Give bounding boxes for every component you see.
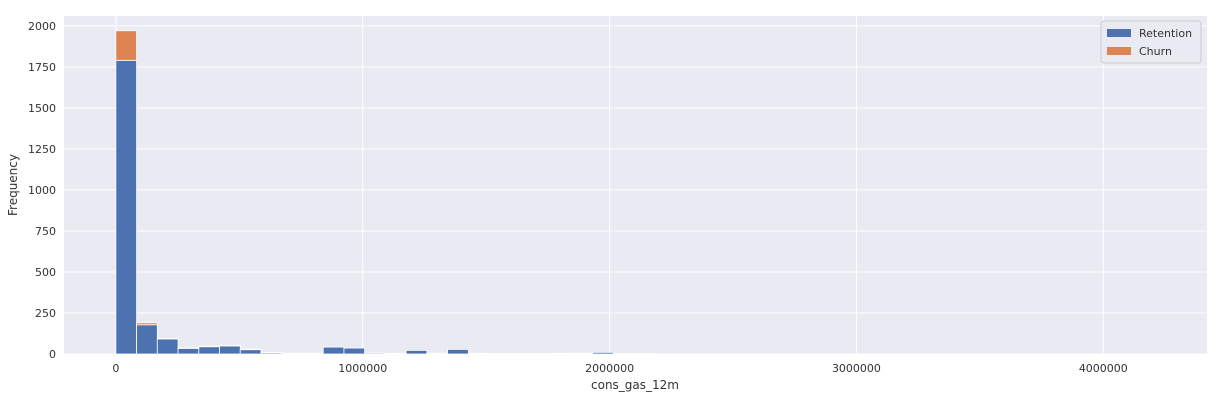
histogram-bar-retention bbox=[530, 353, 552, 355]
y-tick-label: 750 bbox=[35, 225, 56, 238]
histogram-bar-retention bbox=[592, 351, 614, 355]
histogram-bar-retention bbox=[281, 352, 303, 355]
histogram-bar-retention bbox=[385, 352, 407, 355]
x-tick-labels: 0 1000000 2000000 3000000 4000000 bbox=[112, 362, 1127, 375]
histogram-bar-retention bbox=[467, 352, 490, 355]
histogram-bar-retention bbox=[488, 353, 511, 355]
histogram-bar-retention bbox=[136, 324, 158, 355]
y-tick-label: 250 bbox=[35, 307, 56, 320]
histogram-bar-churn bbox=[115, 30, 137, 61]
histogram-bars bbox=[115, 30, 656, 355]
histogram-bar-retention bbox=[239, 349, 262, 355]
x-tick-label: 1000000 bbox=[338, 362, 387, 375]
histogram-bar-retention bbox=[302, 352, 324, 355]
histogram-bar-retention bbox=[115, 59, 137, 355]
legend-label-churn: Churn bbox=[1139, 45, 1172, 58]
histogram-bar-retention bbox=[571, 352, 594, 355]
histogram-bar-retention bbox=[633, 353, 656, 355]
histogram-bar-retention bbox=[177, 347, 200, 355]
histogram-bar-retention bbox=[198, 346, 220, 355]
histogram-bar-retention bbox=[219, 345, 241, 355]
histogram-bar-retention bbox=[322, 346, 345, 355]
x-tick-label: 2000000 bbox=[585, 362, 634, 375]
histogram-bar-churn bbox=[156, 338, 179, 340]
y-tick-labels: 0 250 500 750 1000 1250 1500 1750 2000 bbox=[28, 20, 56, 361]
histogram-bar-churn bbox=[219, 345, 241, 347]
histogram-bar-churn bbox=[177, 347, 200, 349]
x-axis-label: cons_gas_12m bbox=[591, 378, 679, 392]
histogram-bar-retention bbox=[426, 352, 449, 355]
histogram-bar-retention bbox=[447, 349, 469, 355]
plot-background bbox=[64, 16, 1207, 354]
x-tick-label: 3000000 bbox=[832, 362, 881, 375]
legend-swatch-churn bbox=[1107, 47, 1131, 55]
y-tick-label: 1000 bbox=[28, 184, 56, 197]
histogram-bar-retention bbox=[509, 353, 531, 355]
histogram-bar-retention bbox=[613, 353, 635, 355]
y-tick-label: 1250 bbox=[28, 143, 56, 156]
histogram-bar-retention bbox=[364, 352, 386, 355]
histogram-bar-retention bbox=[405, 349, 428, 355]
histogram-bar-churn bbox=[260, 351, 283, 354]
y-tick-label: 500 bbox=[35, 266, 56, 279]
y-tick-label: 1750 bbox=[28, 61, 56, 74]
histogram-bar-churn bbox=[136, 322, 158, 326]
legend-label-retention: Retention bbox=[1139, 27, 1192, 40]
x-tick-label: 0 bbox=[112, 362, 119, 375]
legend: Retention Churn bbox=[1100, 20, 1202, 64]
histogram-bar-churn bbox=[239, 348, 262, 351]
legend-swatch-retention bbox=[1107, 29, 1131, 37]
y-tick-label: 0 bbox=[49, 348, 56, 361]
y-axis-label: Frequency bbox=[6, 154, 20, 216]
y-tick-label: 2000 bbox=[28, 20, 56, 33]
x-tick-label: 4000000 bbox=[1079, 362, 1128, 375]
histogram-bar-retention bbox=[550, 352, 573, 355]
y-tick-label: 1500 bbox=[28, 102, 56, 115]
histogram-bar-retention bbox=[156, 338, 179, 355]
histogram-bar-retention bbox=[343, 347, 366, 355]
histogram-bar-churn bbox=[198, 345, 220, 348]
